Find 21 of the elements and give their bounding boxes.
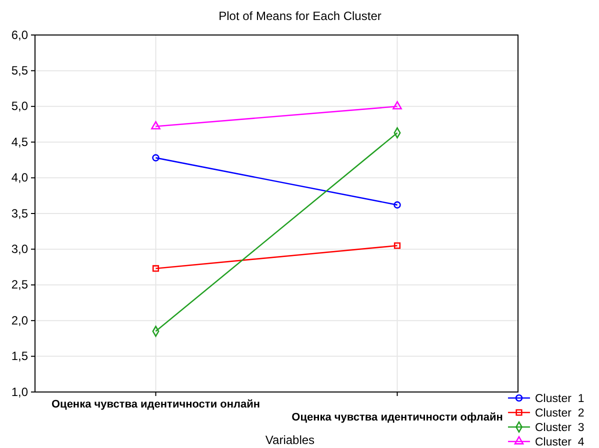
point: [152, 265, 160, 272]
chart-title: Plot of Means for Each Cluster: [218, 9, 382, 23]
y-tick-label: 3,0: [11, 242, 28, 256]
y-tick-label: 1,5: [11, 349, 28, 364]
y-tick-label: 4,0: [11, 170, 28, 185]
x-axis-title: Variables: [265, 433, 315, 447]
y-tick-label: 1,0: [11, 384, 28, 399]
y-tick-label: 2,0: [11, 313, 28, 328]
y-tick-label: 4,5: [11, 134, 28, 149]
y-tick-label: 5,0: [11, 99, 28, 114]
y-tick-label: 5,5: [11, 64, 28, 78]
legend-label: Cluster 3: [535, 422, 584, 434]
y-tick-label: 2,5: [11, 278, 28, 292]
x-tick-label: Оценка чувства идентичности онлайн: [51, 398, 260, 410]
y-tick-label: 3,5: [11, 206, 28, 220]
x-tick-label: Оценка чувства идентичности офлайн: [292, 411, 503, 424]
legend-label: Cluster 2: [535, 408, 584, 420]
legend-label: Cluster 1: [535, 393, 584, 405]
y-tick-label: 6,0: [11, 28, 28, 42]
legend-label: Cluster 4: [535, 436, 585, 448]
point: [394, 242, 401, 249]
